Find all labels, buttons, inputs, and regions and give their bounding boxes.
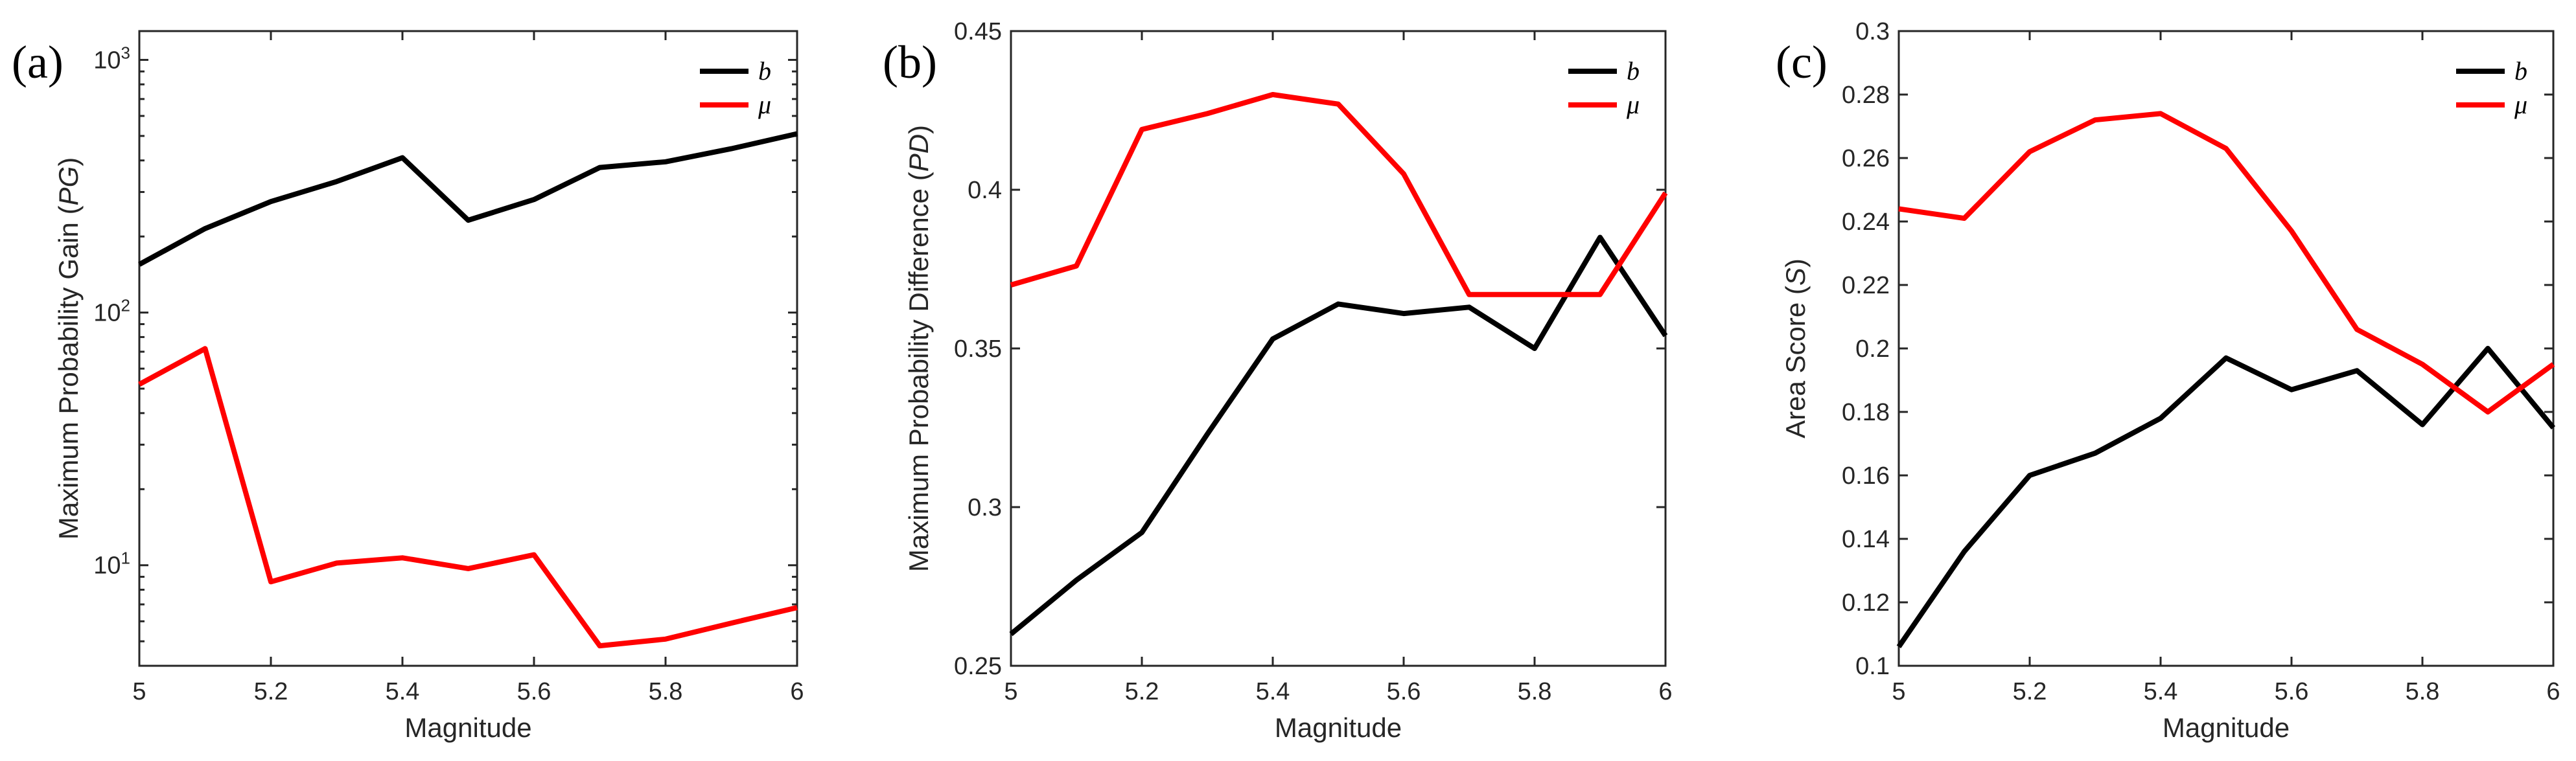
legend-label: b (1627, 56, 1640, 85)
x-tick-label: 5.6 (517, 678, 551, 705)
series-line-b (1009, 234, 1668, 637)
y-tick-label: 0.35 (954, 335, 1002, 363)
series-line-mu (1010, 92, 1668, 297)
x-tick-label: 5.4 (386, 678, 420, 705)
series-line-mu (138, 346, 798, 649)
x-tick-label: 5.6 (2275, 678, 2309, 705)
y-tick-label: 0.3 (968, 494, 1002, 521)
x-tick-label: 5.8 (2406, 678, 2440, 705)
y-tick-label: 0.2 (1855, 335, 1890, 363)
axes-box (138, 30, 798, 667)
chart-panel-2: 5 5.2 5.4 5.6 5.8 6 0.25 0.3 0.35 0.4 0.45 Magnitud… (883, 18, 1673, 743)
x-tick-label: 5 (1892, 678, 1905, 705)
y-tick-label: 0.12 (1842, 589, 1890, 617)
y-axis-label: Area Score (S) (1780, 258, 1811, 438)
chart-panel-3: 5 5.2 5.4 5.6 5.8 6 0.1 0.12 0.14 0.16 0.18 0.2 0.22… (1776, 18, 2560, 743)
y-tick-label: 102 (93, 296, 130, 327)
y-tick-label: 0.28 (1842, 82, 1890, 109)
panel-label: (a) (12, 36, 64, 88)
y-tick-label: 0.16 (1842, 462, 1890, 490)
y-tick-label: 101 (93, 549, 130, 580)
x-tick-label: 5.4 (2144, 678, 2178, 705)
panel-label: (b) (883, 36, 937, 88)
x-axis-label: Magnitude (2163, 712, 2290, 743)
legend-label: b (2514, 56, 2527, 85)
y-tick-label: 0.45 (954, 18, 1002, 45)
panel-label: (c) (1776, 36, 1828, 88)
series-line-b (138, 131, 798, 267)
y-tick-label: 0.26 (1842, 145, 1890, 172)
x-tick-label: 5.2 (1125, 678, 1159, 705)
legend-label: μ (1626, 90, 1640, 119)
x-tick-label: 5.8 (649, 678, 683, 705)
y-tick-label: 103 (93, 43, 130, 74)
x-tick-label: 5 (1004, 678, 1017, 705)
y-axis-label: Maximum Probability Difference (PD) (903, 125, 934, 572)
x-tick-label: 5.4 (1256, 678, 1290, 705)
y-tick-label: 0.18 (1842, 399, 1890, 426)
y-tick-label: 0.14 (1842, 526, 1890, 553)
chart-panel-1: 5 5.2 5.4 5.6 5.8 6 101 102 103 Magnitude Maximum … (12, 30, 804, 743)
x-tick-label: 5.6 (1387, 678, 1421, 705)
series-line-mu (1898, 111, 2555, 415)
y-tick-label: 0.24 (1842, 209, 1890, 236)
x-tick-label: 5.2 (254, 678, 288, 705)
y-tick-label: 0.22 (1842, 272, 1890, 299)
y-tick-label: 0.1 (1855, 653, 1890, 680)
x-tick-label: 5.2 (2013, 678, 2047, 705)
y-tick-label: 0.25 (954, 653, 1002, 680)
legend-label: b (758, 56, 771, 85)
y-tick-label: 0.4 (968, 177, 1002, 204)
x-tick-label: 6 (1658, 678, 1672, 705)
x-axis-label: Magnitude (1275, 712, 1402, 743)
series-line-b (1896, 346, 2556, 648)
legend-label: μ (758, 90, 771, 119)
y-tick-label: 0.3 (1855, 18, 1890, 45)
x-tick-label: 6 (2546, 678, 2560, 705)
x-tick-label: 6 (790, 678, 804, 705)
legend-label: μ (2514, 90, 2527, 119)
x-tick-label: 5.8 (1518, 678, 1552, 705)
x-axis-label: Magnitude (404, 712, 531, 743)
x-tick-label: 5 (132, 678, 146, 705)
y-axis-label: Maximum Probability Gain (PG) (53, 157, 84, 540)
